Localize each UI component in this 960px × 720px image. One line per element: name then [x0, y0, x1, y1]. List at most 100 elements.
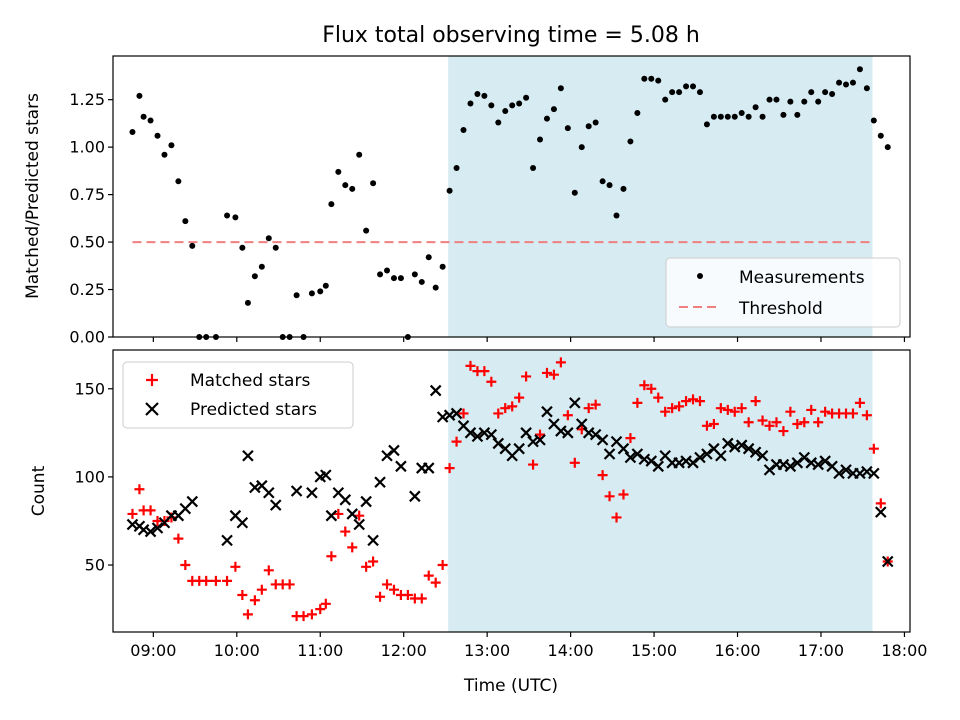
predicted-stars-point [645, 455, 658, 467]
predicted-stars-point [381, 449, 393, 462]
matched-stars-point [653, 392, 664, 403]
matched-stars-point [493, 408, 504, 419]
measurement-point [432, 284, 439, 291]
measurement-point [453, 165, 460, 172]
predicted-stars-point [492, 437, 505, 450]
measurement-point [136, 92, 143, 99]
top-plot-frame [112, 55, 911, 338]
predicted-stars-point [151, 522, 164, 534]
matched-stars-point [785, 406, 796, 417]
matched-stars-point [792, 419, 803, 430]
bottom-x-ticks: 09:00 10:00 11:00 12:00 13:00 14:00 15:00 16:00… [130, 632, 927, 660]
y-tick-label: 0.25 [69, 280, 105, 299]
measurement-point [634, 109, 641, 116]
matched-stars-point [437, 560, 448, 571]
measurement-point [328, 201, 335, 208]
predicted-stars-point [346, 508, 359, 520]
matched-stars-point [166, 512, 177, 523]
predicted-stars-point [763, 464, 776, 476]
matched-stars-point [854, 397, 865, 408]
measurement-point [745, 113, 752, 120]
measurement-point [516, 100, 523, 107]
measurement-point [655, 77, 662, 84]
predicted-stars-point [881, 555, 894, 568]
predicted-stars-point [137, 523, 150, 536]
measurement-point [578, 144, 585, 151]
matched-stars-point [875, 498, 886, 509]
predicted-stars-point [833, 467, 845, 480]
measurement-point [703, 121, 710, 128]
matched-stars-point [729, 406, 740, 417]
matched-stars-point [562, 410, 573, 421]
x-tick-label: 10:00 [214, 641, 260, 660]
matched-stars-point [820, 406, 831, 417]
measurement-point [251, 273, 258, 280]
matched-stars-point [320, 598, 331, 609]
measurement-point [543, 115, 550, 122]
predicted-stars-point [320, 469, 332, 481]
matched-stars-point [771, 417, 782, 428]
measurement-point [571, 189, 578, 196]
predicted-stars-point [249, 481, 261, 494]
matched-stars-point [284, 579, 295, 590]
matched-stars-point [535, 429, 546, 440]
measurement-point [272, 244, 279, 251]
predicted-stars-point [464, 427, 477, 439]
predicted-stars-point [687, 457, 699, 469]
matched-stars-point [715, 403, 726, 414]
measurement-point [224, 212, 231, 219]
measurement-point [467, 100, 474, 107]
measurement-point [335, 168, 342, 175]
measurement-point [884, 144, 891, 151]
measurement-point [557, 85, 564, 92]
measurement-point [161, 151, 168, 158]
measurement-point [418, 278, 425, 285]
matched-stars-point [444, 463, 455, 474]
matched-stars-point [625, 433, 636, 444]
matched-stars-point [127, 508, 138, 519]
predicted-stars-point [221, 534, 233, 547]
matched-stars-point [667, 403, 678, 414]
measurement-point [620, 185, 627, 192]
measurement-point [564, 125, 571, 132]
predicted-stars-point [868, 467, 880, 480]
matched-stars-point [256, 584, 267, 595]
predicted-stars-point [144, 525, 157, 538]
bottom-y-axis-label: Count [29, 465, 49, 516]
matched-stars-point [479, 366, 490, 377]
matched-stars-point [298, 611, 309, 622]
matched-stars-point [583, 403, 594, 414]
measurement-point [794, 111, 801, 118]
matched-stars-point [306, 609, 317, 620]
matched-stars-point [548, 369, 559, 380]
matched-stars-point [681, 396, 692, 407]
measurement-point [244, 299, 251, 306]
measurement-point [613, 212, 620, 219]
matched-stars-point [382, 579, 393, 590]
bottom-marks [126, 357, 894, 622]
predicted-stars-point [485, 428, 498, 441]
measurement-point [342, 182, 349, 189]
matched-stars-point [159, 515, 170, 526]
measurement-point [724, 113, 731, 120]
measurement-point [495, 119, 502, 126]
measurement-point [154, 132, 161, 139]
matched-stars-point [660, 406, 671, 417]
predicted-stars-point [126, 518, 139, 531]
measurement-point [460, 127, 467, 134]
measurement-point [265, 235, 272, 242]
matched-stars-point [500, 403, 511, 414]
predicted-stars-point [694, 451, 706, 464]
matched-stars-point [458, 408, 469, 419]
measurement-point [662, 96, 669, 103]
predicted-stars-point [339, 494, 352, 506]
measurement-point [474, 90, 481, 97]
predicted-stars-point [290, 485, 303, 497]
measurement-point [397, 275, 404, 282]
matched-stars-point [375, 591, 386, 602]
measurement-point [606, 182, 613, 189]
matched-stars-point [347, 542, 358, 553]
measurement-point [239, 244, 246, 251]
measurement-point [843, 81, 850, 88]
predicted-stars-point [819, 455, 831, 467]
